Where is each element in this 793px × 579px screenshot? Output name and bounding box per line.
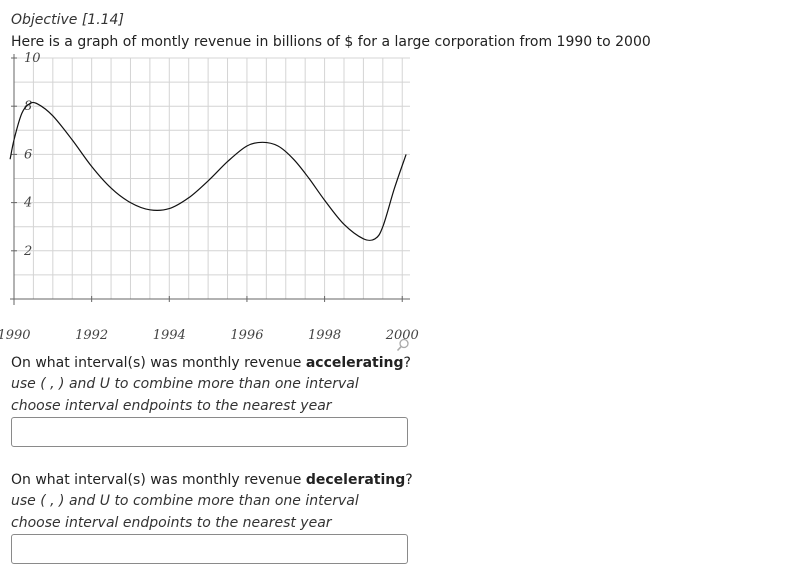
question-decelerating: On what interval(s) was monthly revenue … [11, 472, 413, 488]
magnify-icon[interactable] [396, 338, 410, 352]
question-keyword: accelerating [305, 355, 404, 371]
accelerating-answer-input[interactable] [11, 417, 408, 447]
y-tick-label: 10 [24, 51, 41, 66]
y-tick-label: 2 [23, 244, 32, 259]
hint-combine-intervals: use ( , ) and U to combine more than one… [11, 493, 359, 509]
y-tick-label: 4 [23, 196, 32, 211]
y-tick-label: 6 [24, 147, 32, 162]
question-mark: ? [403, 355, 411, 371]
x-tick-label: 1994 [153, 328, 186, 343]
objective-label: Objective [1.14] [11, 12, 124, 28]
hint-combine-intervals: use ( , ) and U to combine more than one… [11, 376, 359, 392]
question-text: On what interval(s) was monthly revenue [11, 472, 306, 488]
x-tick-label: 1998 [308, 328, 341, 343]
question-text: On what interval(s) was monthly revenue [11, 355, 306, 371]
hint-nearest-year: choose interval endpoints to the nearest… [11, 398, 332, 414]
graph-description: Here is a graph of montly revenue in bil… [11, 34, 651, 50]
y-tick-label: 8 [24, 99, 32, 114]
question-accelerating: On what interval(s) was monthly revenue … [11, 355, 411, 371]
revenue-curve [9, 101, 407, 242]
question-keyword: decelerating [305, 472, 406, 488]
x-tick-label: 2000 [385, 328, 419, 343]
question-mark: ? [405, 472, 413, 488]
revenue-graph: 2 4 6 8 10 1990 1992 1994 1996 1998 2000 [0, 51, 419, 343]
x-tick-label: 1990 [0, 328, 31, 343]
x-tick-label: 1996 [230, 328, 263, 343]
decelerating-answer-input[interactable] [11, 534, 408, 564]
x-tick-label: 1992 [75, 328, 108, 343]
hint-nearest-year: choose interval endpoints to the nearest… [11, 515, 332, 531]
